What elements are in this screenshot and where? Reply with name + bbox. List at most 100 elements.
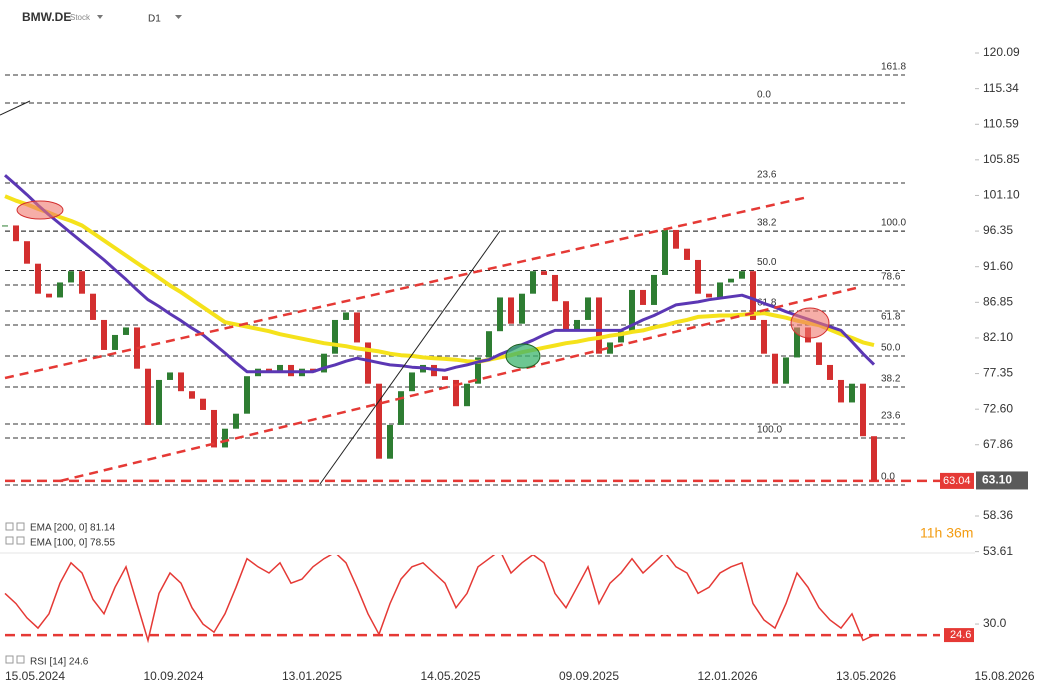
y-tick-label: 115.34 [983, 81, 1019, 95]
candle [618, 331, 624, 343]
candle [728, 278, 734, 283]
candle [596, 297, 602, 354]
legend-entry: EMA [100, 0] 78.55 [30, 538, 115, 549]
y-tick-label: 105.85 [983, 152, 1020, 166]
dropdown-arrow[interactable] [175, 15, 182, 19]
candle [706, 293, 712, 298]
y-tick-label: 77.35 [983, 366, 1013, 380]
fib-label: 38.2 [757, 218, 777, 229]
instrument-kind: Stock [70, 13, 91, 22]
candle [772, 353, 778, 384]
candle [816, 342, 822, 365]
candle [189, 391, 195, 399]
y-tick-label: 72.60 [983, 401, 1013, 415]
highlight-oval [505, 343, 541, 369]
price-pane: 0.023.638.250.061.8100.0161.8100.078.661… [2, 62, 940, 486]
candle [79, 271, 85, 294]
candle [343, 312, 349, 320]
legend-icon[interactable] [5, 522, 14, 531]
rsi-tick-label: 30.0 [983, 616, 1007, 630]
highlight-oval [790, 307, 830, 339]
fib-label: 61.8 [881, 312, 901, 323]
candle [354, 312, 360, 343]
candle [398, 391, 404, 425]
candle [376, 383, 382, 459]
x-tick-label: 14.05.2025 [420, 669, 480, 683]
x-tick-label: 15.05.2024 [5, 669, 65, 683]
candle [827, 364, 833, 380]
candle [585, 297, 591, 320]
candle [497, 297, 503, 332]
fib-label: 23.6 [757, 170, 777, 181]
legend-icon[interactable] [5, 536, 14, 545]
candle [145, 368, 151, 425]
fib-label: 38.2 [881, 374, 901, 385]
y-tick-label: 53.61 [983, 544, 1013, 558]
y-tick-label: 110.59 [983, 116, 1019, 130]
candle [57, 282, 63, 298]
fib-label: 50.0 [757, 257, 777, 268]
symbol[interactable]: BMW.DE [22, 10, 71, 24]
dropdown-arrow[interactable] [97, 15, 103, 19]
y-tick-label: 101.10 [983, 188, 1020, 202]
candle [156, 379, 162, 425]
rsi-level-box [944, 628, 974, 643]
candle [200, 398, 206, 410]
x-tick-label: 15.08.2026 [974, 669, 1034, 683]
fib-anchor-line [0, 100, 31, 116]
candle [783, 357, 789, 384]
candle [662, 229, 668, 275]
x-tick-label: 13.05.2026 [836, 669, 896, 683]
candle [46, 293, 52, 298]
candle [35, 263, 41, 294]
candle [838, 379, 844, 403]
candle [519, 293, 525, 324]
timeframe[interactable]: D1 [148, 14, 161, 25]
x-tick-label: 13.01.2025 [282, 669, 342, 683]
candle [530, 271, 536, 294]
fib-label: 0.0 [757, 90, 771, 101]
candle [574, 319, 580, 332]
candle [486, 331, 492, 358]
trend-line [4, 195, 809, 380]
legend-icon[interactable] [16, 655, 25, 664]
rsi-level-label: 24.6 [950, 629, 971, 641]
candle [167, 372, 173, 380]
candle [178, 372, 184, 392]
candle [464, 383, 470, 407]
candle [717, 282, 723, 298]
candle [277, 364, 283, 373]
candle [211, 409, 217, 448]
candle [101, 319, 107, 350]
legend-entry: EMA [200, 0] 81.14 [30, 523, 115, 534]
legend-icon[interactable] [16, 522, 25, 531]
y-tick-label: 120.09 [983, 45, 1020, 59]
fib-anchor-line [319, 230, 501, 485]
legend-icon[interactable] [5, 655, 14, 664]
candle [651, 274, 657, 305]
candle [2, 225, 8, 227]
candle [552, 274, 558, 302]
fib-label: 161.8 [881, 62, 906, 73]
candle [321, 353, 327, 373]
candle [640, 289, 646, 305]
candle [409, 372, 415, 392]
x-tick-label: 09.09.2025 [559, 669, 619, 683]
last-price-box [976, 471, 1028, 490]
y-tick-label: 82.10 [983, 330, 1013, 344]
y-tick-label: 96.35 [983, 223, 1013, 237]
price-level-label: 63.04 [943, 475, 971, 487]
trend-line [59, 285, 861, 483]
candle [541, 271, 547, 275]
fib-label: 50.0 [881, 343, 901, 354]
axes: 120.09 115.34 110.59 105.85 101.10 96.35 91.60… [5, 45, 1035, 683]
candle [112, 334, 118, 350]
fib-label: 23.6 [881, 411, 901, 422]
candle [90, 293, 96, 320]
candle [629, 289, 635, 332]
fib-label: 100.0 [881, 218, 906, 229]
candle [244, 376, 250, 414]
candle [849, 383, 855, 403]
legend-icon[interactable] [16, 536, 25, 545]
rsi-line [4, 555, 875, 644]
